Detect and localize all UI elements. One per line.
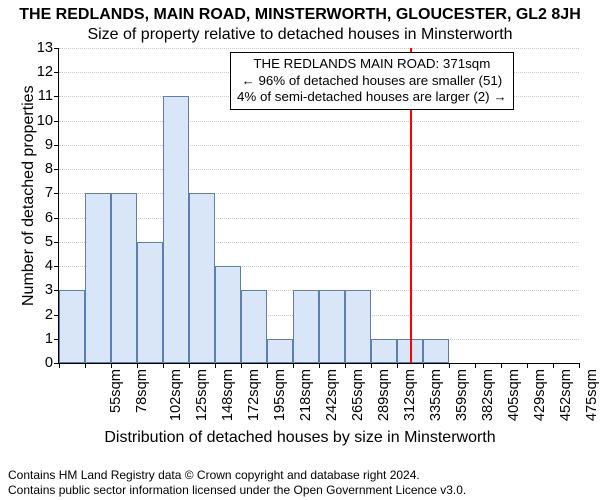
xtick-label: 172sqm [246,369,262,421]
gridline-h [59,169,579,170]
xtick-label: 265sqm [350,369,366,421]
ytick-label: 7 [45,185,53,201]
ytick-label: 13 [37,40,53,56]
ytick-label: 0 [45,355,53,371]
xtick-mark [527,363,528,368]
ytick-label: 1 [45,331,53,347]
xtick-label: 335sqm [428,369,444,421]
gridline-h [59,193,579,194]
xtick-mark [449,363,450,368]
ytick-mark [54,169,59,170]
ytick-label: 12 [37,64,53,80]
histogram-bar [111,193,137,363]
xtick-label: 102sqm [168,369,184,421]
ytick-label: 4 [45,258,53,274]
histogram-bar [267,339,293,363]
xtick-label: 382sqm [480,369,496,421]
xtick-mark [319,363,320,368]
ytick-mark [54,266,59,267]
xtick-label: 429sqm [532,369,548,421]
xtick-mark [579,363,580,368]
histogram-bar [163,96,189,363]
annotation-line: 4% of semi-detached houses are larger (2… [237,89,507,106]
histogram-bar [137,242,163,363]
y-axis-label: Number of detached properties [20,86,38,307]
xtick-label: 405sqm [506,369,522,421]
ytick-mark [54,193,59,194]
ytick-label: 8 [45,161,53,177]
ytick-label: 11 [38,88,53,104]
gridline-h [59,218,579,219]
marker-annotation: THE REDLANDS MAIN ROAD: 371sqm← 96% of d… [230,52,514,110]
xtick-label: 125sqm [194,369,210,421]
ytick-label: 3 [45,282,53,298]
xtick-mark [241,363,242,368]
gridline-h [59,145,579,146]
xtick-mark [345,363,346,368]
credit-line-2: Contains public sector information licen… [8,483,466,498]
histogram-bar [319,290,345,363]
ytick-label: 2 [45,307,53,323]
xtick-label: 195sqm [272,369,288,421]
xtick-label: 55sqm [108,369,124,413]
histogram-bar [189,193,215,363]
histogram-bar [241,290,267,363]
ytick-mark [54,72,59,73]
xtick-label: 78sqm [134,369,150,413]
chart-subtitle: Size of property relative to detached ho… [0,26,600,44]
histogram-bar [423,339,449,363]
credit-line-1: Contains HM Land Registry data © Crown c… [8,468,466,483]
xtick-mark [267,363,268,368]
xtick-mark [501,363,502,368]
annotation-line: THE REDLANDS MAIN ROAD: 371sqm [237,56,507,73]
histogram-bar [371,339,397,363]
histogram-bar [215,266,241,363]
ytick-mark [54,121,59,122]
xtick-label: 218sqm [298,369,314,421]
xtick-mark [475,363,476,368]
histogram-bar [59,290,85,363]
histogram-bar [345,290,371,363]
xtick-mark [423,363,424,368]
xtick-mark [293,363,294,368]
credits: Contains HM Land Registry data © Crown c… [8,468,466,498]
xtick-mark [189,363,190,368]
xtick-label: 242sqm [324,369,340,421]
gridline-h [59,121,579,122]
xtick-label: 289sqm [376,369,392,421]
xtick-mark [215,363,216,368]
x-axis-label: Distribution of detached houses by size … [0,429,600,447]
ytick-label: 6 [45,210,53,226]
xtick-mark [137,363,138,368]
histogram-bar [85,193,111,363]
xtick-mark [371,363,372,368]
xtick-mark [163,363,164,368]
ytick-label: 5 [45,234,53,250]
ytick-label: 9 [45,137,53,153]
xtick-mark [553,363,554,368]
chart-container: { "chart": { "type": "histogram", "title… [0,0,600,500]
xtick-label: 359sqm [454,369,470,421]
xtick-mark [85,363,86,368]
xtick-label: 475sqm [584,369,600,421]
xtick-label: 452sqm [558,369,574,421]
gridline-h [59,48,579,49]
ytick-label: 10 [37,113,53,129]
histogram-bar [293,290,319,363]
xtick-label: 148sqm [220,369,236,421]
ytick-mark [54,145,59,146]
xtick-mark [111,363,112,368]
chart-title: THE REDLANDS, MAIN ROAD, MINSTERWORTH, G… [0,6,600,24]
annotation-line: ← 96% of detached houses are smaller (51… [237,73,507,90]
ytick-mark [54,48,59,49]
ytick-mark [54,218,59,219]
xtick-mark [59,363,60,368]
ytick-mark [54,96,59,97]
ytick-mark [54,242,59,243]
xtick-mark [397,363,398,368]
xtick-label: 312sqm [402,369,418,421]
